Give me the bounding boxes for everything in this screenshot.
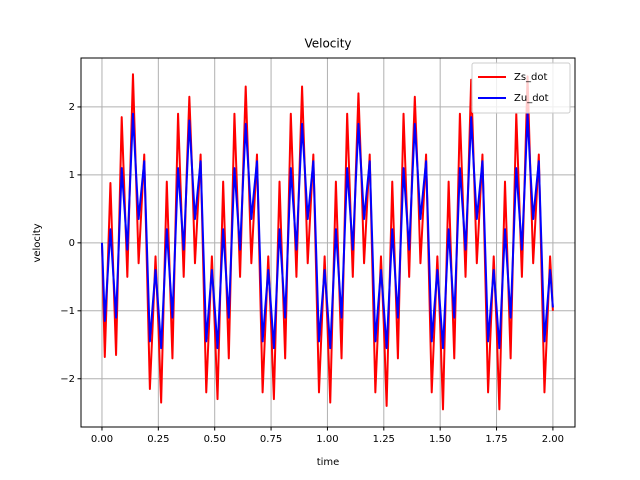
x-tick-label: 0.75 <box>260 434 282 445</box>
y-axis-label: velocity <box>32 223 43 262</box>
x-axis-label: time <box>317 457 340 468</box>
chart-title: Velocity <box>304 37 351 51</box>
x-tick-label: 1.50 <box>429 434 451 445</box>
legend-box <box>471 62 571 114</box>
y-tick-label: 0 <box>69 238 75 249</box>
x-tick-label: 1.75 <box>485 434 507 445</box>
y-tick-label: 1 <box>69 170 75 181</box>
legend-label: Zs_dot <box>514 72 548 83</box>
axes-frame <box>80 57 576 428</box>
legend: Zs_dot Zu_dot <box>471 62 571 114</box>
series-line <box>100 112 554 350</box>
x-tick-label: 0.25 <box>147 434 169 445</box>
y-tick-label: −1 <box>60 306 75 317</box>
y-tick-label: −2 <box>60 374 75 385</box>
x-tick-label: 0.00 <box>91 434 113 445</box>
legend-label: Zu_dot <box>514 93 549 104</box>
x-tick-label: 1.25 <box>373 434 395 445</box>
x-tick-label: 1.00 <box>316 434 338 445</box>
x-tick-label: 2.00 <box>542 434 564 445</box>
y-tick-label: 2 <box>69 102 75 113</box>
x-tick-label: 0.50 <box>204 434 226 445</box>
series-line <box>100 73 554 411</box>
